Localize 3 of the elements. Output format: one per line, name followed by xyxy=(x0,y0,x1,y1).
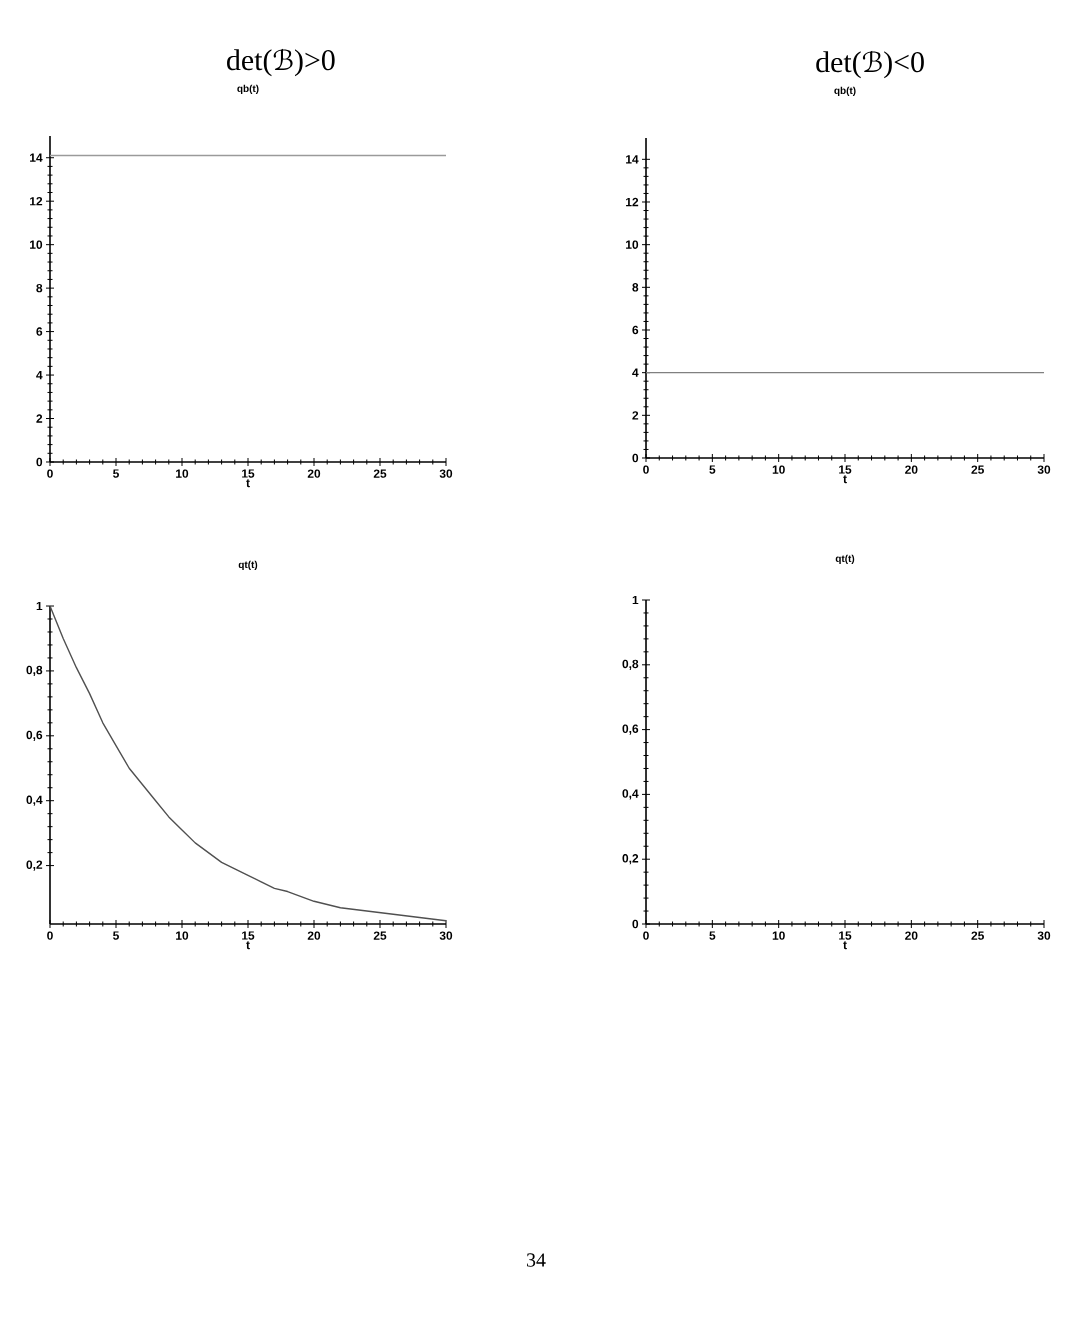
chart-title: det(ℬ)<0 xyxy=(816,50,924,79)
chart-title: det(ℬ)>0 xyxy=(227,48,335,77)
text: 34 xyxy=(527,1253,546,1267)
